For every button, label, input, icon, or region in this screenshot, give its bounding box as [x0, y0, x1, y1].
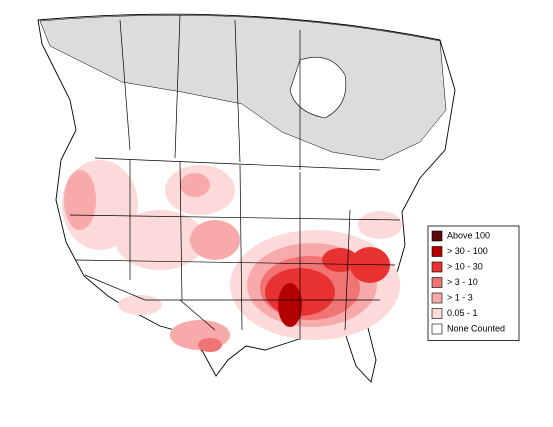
patch	[180, 173, 210, 197]
legend-label: > 10 - 30	[447, 261, 483, 271]
legend-swatch	[431, 246, 443, 257]
legend-label: 0.05 - 1	[447, 308, 478, 318]
patch	[358, 211, 402, 239]
legend-label: > 1 - 3	[447, 292, 473, 302]
patch	[278, 283, 302, 327]
legend-swatch	[431, 323, 443, 335]
legend-swatch	[431, 308, 443, 319]
no-count-region	[39, 14, 447, 161]
patch	[190, 220, 240, 260]
hudson-bay	[289, 56, 347, 119]
legend-swatch	[431, 230, 443, 242]
legend-label: > 30 - 100	[447, 246, 488, 256]
border	[69, 214, 401, 301]
legend-label: > 3 - 10	[447, 277, 478, 287]
legend-box	[427, 225, 520, 341]
legend-swatch	[431, 261, 443, 273]
border	[84, 274, 216, 331]
patch	[198, 338, 222, 352]
legend-label: Above 100	[447, 230, 490, 240]
legend-label: None Counted	[447, 323, 505, 333]
legend-swatch	[431, 292, 443, 304]
patch	[350, 247, 390, 283]
border	[129, 160, 351, 340]
patch	[115, 210, 205, 270]
border	[119, 14, 301, 170]
legend: Above 100 > 30 - 100 > 10 - 30 > 3 - 10 > 1 …	[427, 225, 520, 341]
patch	[322, 248, 358, 272]
legend-swatch	[431, 277, 443, 288]
borders	[69, 14, 401, 340]
patch	[64, 170, 96, 230]
border	[94, 157, 381, 171]
